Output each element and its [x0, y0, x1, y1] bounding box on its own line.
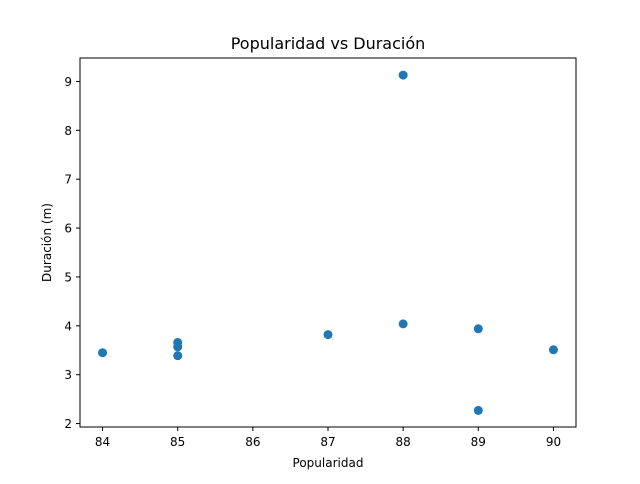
plot-frame [79, 57, 577, 428]
scatter-point [473, 324, 483, 334]
scatter-point [173, 342, 183, 352]
x-tick-label: 89 [471, 435, 486, 449]
x-tick-label: 87 [320, 435, 335, 449]
y-tick-label: 6 [64, 222, 72, 236]
y-tick-label: 5 [64, 270, 72, 284]
scatter-point [173, 351, 183, 361]
x-tick-label: 86 [245, 435, 260, 449]
scatter-points [98, 70, 558, 415]
scatter-point [323, 330, 333, 340]
scatter-point [398, 70, 408, 80]
x-tick-label: 90 [546, 435, 561, 449]
y-tick-label: 7 [64, 173, 72, 187]
y-tick-label: 9 [64, 75, 72, 89]
scatter-point [98, 348, 108, 358]
x-axis-label: Popularidad [293, 456, 364, 470]
y-tick-label: 4 [64, 319, 72, 333]
y-tick-label: 8 [64, 124, 72, 138]
y-tick-label: 2 [64, 417, 72, 431]
x-tick-label: 88 [396, 435, 411, 449]
scatter-point [548, 345, 558, 355]
y-axis-label: Duración (m) [40, 203, 54, 282]
chart-title: Popularidad vs Duración [231, 34, 426, 53]
x-tick-label: 84 [95, 435, 110, 449]
x-axis-ticks: 84 85 86 87 88 89 90 [95, 427, 561, 449]
y-axis-ticks: 2 3 4 5 6 7 8 9 [64, 75, 80, 431]
x-tick-label: 85 [170, 435, 185, 449]
scatter-point [398, 319, 408, 329]
y-tick-label: 3 [64, 368, 72, 382]
scatter-point [473, 405, 483, 415]
